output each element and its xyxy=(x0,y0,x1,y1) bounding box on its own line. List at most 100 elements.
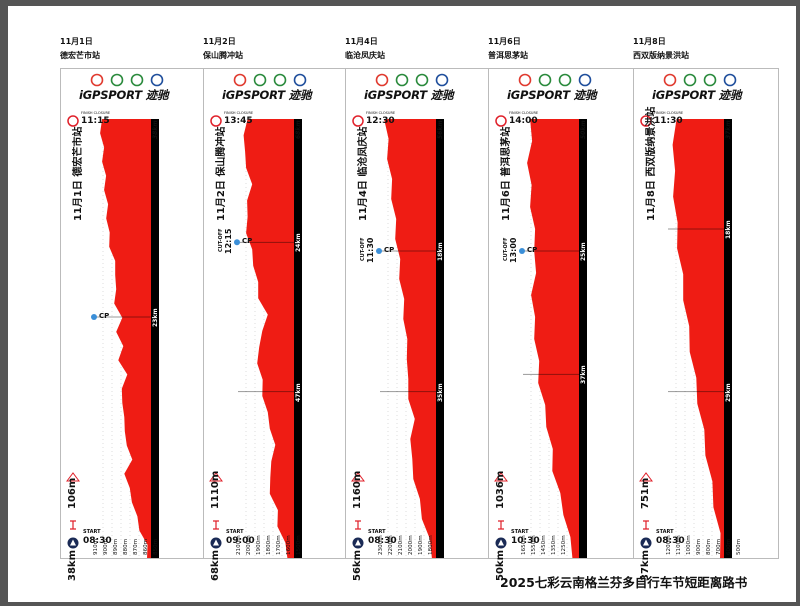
climb-icon xyxy=(639,472,653,482)
elevation-tick: 860m xyxy=(143,538,149,555)
distance-bar xyxy=(724,119,732,558)
sponsor-logo-4 xyxy=(723,73,737,87)
brand-logo: iGPSPORT 迹驰 xyxy=(507,88,597,102)
elevation-profile xyxy=(639,115,732,558)
sponsor-logo-4 xyxy=(293,73,307,87)
stage-venue: 德宏芒市站 xyxy=(60,51,100,60)
total-climb: 1110m xyxy=(210,470,221,509)
segment-distance: 18km xyxy=(437,242,444,261)
start-icon-glyph xyxy=(643,539,649,546)
segment-distance: 37km xyxy=(580,365,587,385)
checkpoint-label: CP xyxy=(99,312,110,320)
sponsor-logos xyxy=(233,73,307,87)
distance-icon xyxy=(355,520,361,530)
stage-title: 11月8日 西双版纳景洪站 xyxy=(646,106,657,221)
sponsor-logo-2 xyxy=(253,73,267,87)
total-distance: 38km xyxy=(67,550,78,581)
sponsor-logo-4 xyxy=(150,73,164,87)
distance-icon xyxy=(498,520,504,530)
finish-distance-label: 38km xyxy=(152,120,159,139)
segment-distance: 23km xyxy=(152,308,159,327)
start-time: 10:30 xyxy=(511,536,540,546)
water-drop-icon xyxy=(519,248,525,254)
elevation-tick: 910m xyxy=(93,538,99,555)
start-time: 08:30 xyxy=(656,536,685,546)
total-climb: 1160m xyxy=(352,470,363,509)
elevation-fill xyxy=(672,119,724,558)
elevation-tick: 1650m xyxy=(521,535,527,555)
finish-time: 13:45 xyxy=(224,116,253,126)
elevation-card: iGPSPORT 迹驰 FINISH CLOSURE 11:15 START 08:30… xyxy=(60,68,206,581)
distance-bar xyxy=(436,119,444,558)
start-icon-glyph xyxy=(70,539,76,546)
sponsor-logo-3 xyxy=(273,73,287,87)
finish-icon xyxy=(352,115,364,127)
sponsor-logos xyxy=(663,73,737,87)
finish-distance-label: 56km xyxy=(437,120,444,139)
elevation-tick: 1900m xyxy=(418,535,424,555)
brand-logo: iGPSPORT 迹驰 xyxy=(652,88,742,102)
finish-time: 11:15 xyxy=(81,116,110,126)
stage-title: 11月2日 保山腾冲站 xyxy=(216,126,227,221)
elevation-fill xyxy=(100,119,151,558)
stage-date: 11月4日 xyxy=(345,37,378,46)
finish-time: 12:30 xyxy=(366,116,395,126)
distance-icon xyxy=(643,520,649,530)
elevation-tick: 1800m xyxy=(428,535,434,555)
sponsor-logo-4 xyxy=(578,73,592,87)
elevation-tick: 870m xyxy=(133,538,139,555)
total-distance: 56km xyxy=(352,550,363,581)
sponsor-logo-1 xyxy=(663,73,677,87)
brand-logo: iGPSPORT 迹驰 xyxy=(364,88,454,102)
sponsor-logo-2 xyxy=(683,73,697,87)
distance-icon xyxy=(70,520,76,530)
elevation-tick: 1800m xyxy=(266,535,272,555)
sponsor-logo-1 xyxy=(375,73,389,87)
sponsor-logo-4 xyxy=(435,73,449,87)
stage-date: 11月2日 xyxy=(203,37,236,46)
cutoff-time: 13:00 xyxy=(509,237,518,263)
segment-distance: 47km xyxy=(295,383,302,402)
distance-bar xyxy=(579,119,587,558)
elevation-tick: 2200m xyxy=(388,535,394,555)
water-drop-icon xyxy=(376,248,382,254)
start-icon-glyph xyxy=(498,539,504,546)
elevation-fill xyxy=(527,119,579,558)
checkpoint-label: CP xyxy=(242,237,253,246)
stage-venue: 普洱思茅站 xyxy=(488,51,528,60)
start-label: START xyxy=(656,529,674,535)
distance-bar xyxy=(151,119,159,558)
start-label: START xyxy=(226,529,244,535)
elevation-profile xyxy=(209,115,302,558)
elevation-tick: 1600m xyxy=(286,535,292,555)
start-time: 09:00 xyxy=(226,536,255,546)
segment-distance: 35km xyxy=(437,383,444,402)
stage-date: 11月1日 xyxy=(60,37,93,46)
brand-logo: iGPSPORT 迹驰 xyxy=(79,88,169,102)
elevation-fill xyxy=(384,119,436,558)
brand-logo: iGPSPORT 迹驰 xyxy=(222,88,312,102)
total-climb: 1036m xyxy=(495,470,506,509)
water-drop-icon xyxy=(91,314,97,320)
elevation-tick: 500m xyxy=(736,538,742,555)
finish-distance-label: 37km xyxy=(725,120,732,139)
climb-icon xyxy=(494,472,508,482)
elevation-tick: 2100m xyxy=(398,535,404,555)
stage-title: 11月1日 德宏芒市站 xyxy=(73,126,84,221)
finish-icon xyxy=(495,115,507,127)
sponsor-logo-1 xyxy=(233,73,247,87)
climb-icon xyxy=(209,472,223,482)
stage-title: 11月6日 普洱思茅站 xyxy=(501,126,512,221)
elevation-tick: 880m xyxy=(123,538,129,555)
elevation-tick: 2100m xyxy=(236,535,242,555)
elevation-tick: 1000m xyxy=(686,535,692,555)
finish-distance-label: 68km xyxy=(295,120,302,139)
stage-venue: 临沧凤庆站 xyxy=(345,51,385,60)
sponsor-logo-3 xyxy=(415,73,429,87)
total-climb: 106m xyxy=(67,477,78,509)
finish-time: 11:30 xyxy=(654,116,683,126)
elevation-tick: 1350m xyxy=(551,535,557,555)
checkpoint-label: CP xyxy=(384,246,395,254)
sponsor-logos xyxy=(90,73,164,87)
start-label: START xyxy=(368,529,386,535)
